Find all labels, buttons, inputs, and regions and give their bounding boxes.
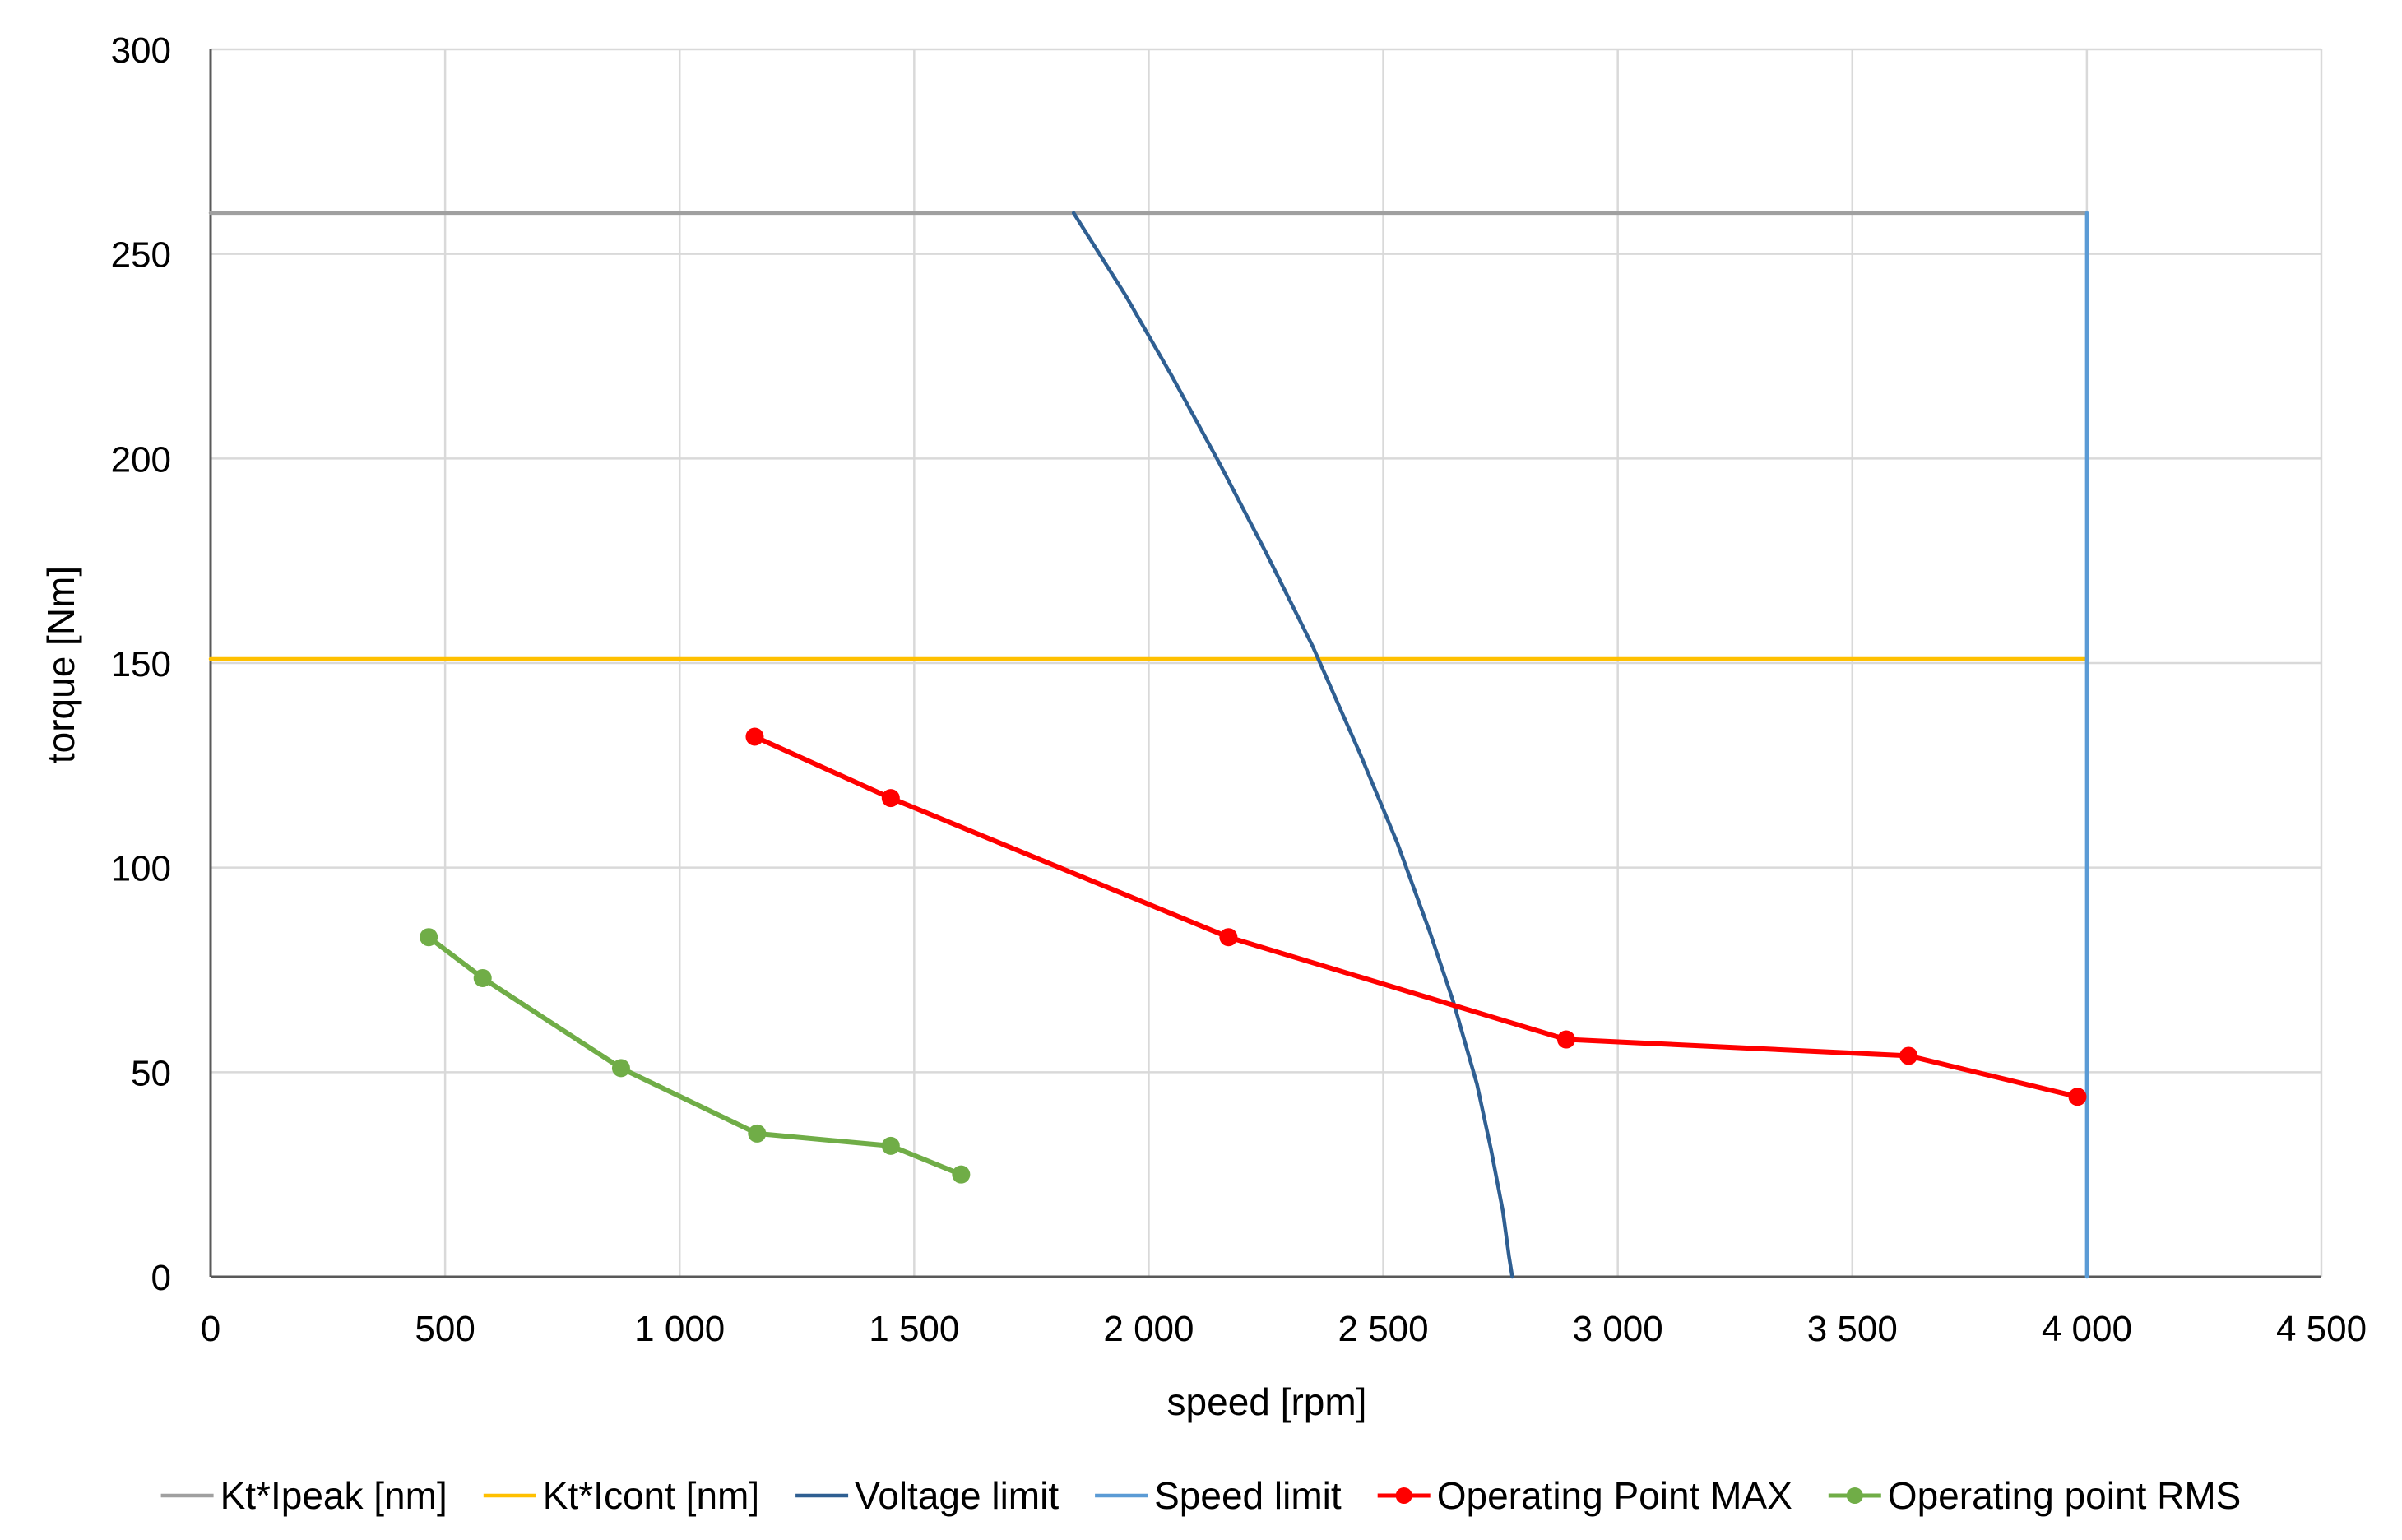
x-tick-label-3: 1 500 bbox=[869, 1309, 959, 1349]
y-tick-label-2: 100 bbox=[111, 849, 171, 889]
y-tick-label-6: 300 bbox=[111, 30, 171, 71]
y-axis-title: torque [Nm] bbox=[39, 566, 82, 763]
point-operating-point-max-4 bbox=[1899, 1046, 1918, 1065]
legend-item-operating-point-max: Operating Point MAX bbox=[1377, 1474, 1792, 1517]
x-tick-label-4: 2 000 bbox=[1103, 1309, 1194, 1349]
legend-item-voltage-limit: Voltage limit bbox=[795, 1474, 1059, 1517]
x-axis-tick-labels: 0 500 1 000 1 500 2 000 2 500 3 000 3 500 4 000 4… bbox=[201, 1309, 2367, 1349]
x-tick-label-2: 1 000 bbox=[634, 1309, 725, 1349]
y-tick-label-0: 0 bbox=[151, 1258, 171, 1298]
point-operating-point-max-5 bbox=[2068, 1088, 2087, 1106]
x-axis-title: speed [rpm] bbox=[1167, 1380, 1367, 1423]
point-operating-point-max-0 bbox=[745, 727, 764, 746]
legend-item-kt-ipeak-nm: Kt*Ipeak [nm] bbox=[160, 1474, 447, 1517]
point-operating-point-max-2 bbox=[1219, 928, 1238, 947]
point-operating-point-rms-2 bbox=[611, 1059, 630, 1078]
point-operating-point-rms-0 bbox=[420, 928, 438, 947]
x-tick-label-5: 2 500 bbox=[1338, 1309, 1429, 1349]
series-operating-point-max bbox=[745, 727, 2087, 1106]
series-voltage-limit bbox=[1071, 211, 1514, 1279]
series-line-operating-point-rms bbox=[426, 935, 964, 1177]
y-tick-label-1: 50 bbox=[131, 1053, 171, 1093]
y-axis-tick-labels: 0 50 100 150 200 250 300 bbox=[111, 30, 171, 1298]
x-tick-label-9: 4 500 bbox=[2276, 1309, 2367, 1349]
point-operating-point-rms-4 bbox=[881, 1136, 900, 1155]
y-tick-label-4: 200 bbox=[111, 439, 171, 480]
x-tick-label-6: 3 000 bbox=[1573, 1309, 1663, 1349]
series-layer bbox=[208, 211, 2089, 1279]
legend: Kt*Ipeak [nm] Kt*Icont [nm] Voltage limit S… bbox=[160, 1474, 2242, 1517]
x-tick-label-7: 3 500 bbox=[1807, 1309, 1898, 1349]
point-operating-point-rms-5 bbox=[952, 1165, 971, 1184]
x-tick-label-1: 500 bbox=[415, 1309, 475, 1349]
legend-item-speed-limit: Speed limit bbox=[1095, 1474, 1342, 1517]
series-operating-point-rms bbox=[420, 928, 971, 1184]
legend-item-operating-point-rms: Operating point RMS bbox=[1828, 1474, 2242, 1517]
point-operating-point-rms-1 bbox=[473, 968, 492, 987]
x-tick-label-0: 0 bbox=[201, 1309, 220, 1349]
y-tick-label-5: 250 bbox=[111, 235, 171, 276]
legend-marker-operating-point-max bbox=[1395, 1487, 1412, 1504]
y-tick-label-3: 150 bbox=[111, 644, 171, 684]
axes bbox=[209, 49, 2321, 1278]
legend-item-kt-icont-nm: Kt*Icont [nm] bbox=[483, 1474, 759, 1517]
series-line-operating-point-max bbox=[752, 734, 2080, 1100]
legend-marker-operating-point-rms bbox=[1846, 1487, 1863, 1504]
legend-label-operating-point-max: Operating Point MAX bbox=[1437, 1474, 1792, 1517]
legend-label-operating-point-rms: Operating point RMS bbox=[1888, 1474, 2242, 1517]
legend-label-kt-icont-nm: Kt*Icont [nm] bbox=[543, 1474, 759, 1517]
legend-label-speed-limit: Speed limit bbox=[1154, 1474, 1342, 1517]
x-tick-label-8: 4 000 bbox=[2042, 1309, 2132, 1349]
point-operating-point-max-1 bbox=[881, 789, 900, 808]
legend-label-voltage-limit: Voltage limit bbox=[855, 1474, 1059, 1517]
series-line-voltage-limit bbox=[1071, 211, 1514, 1279]
point-operating-point-rms-3 bbox=[748, 1124, 767, 1143]
legend-label-kt-ipeak-nm: Kt*Ipeak [nm] bbox=[220, 1474, 447, 1517]
point-operating-point-max-3 bbox=[1556, 1030, 1575, 1049]
